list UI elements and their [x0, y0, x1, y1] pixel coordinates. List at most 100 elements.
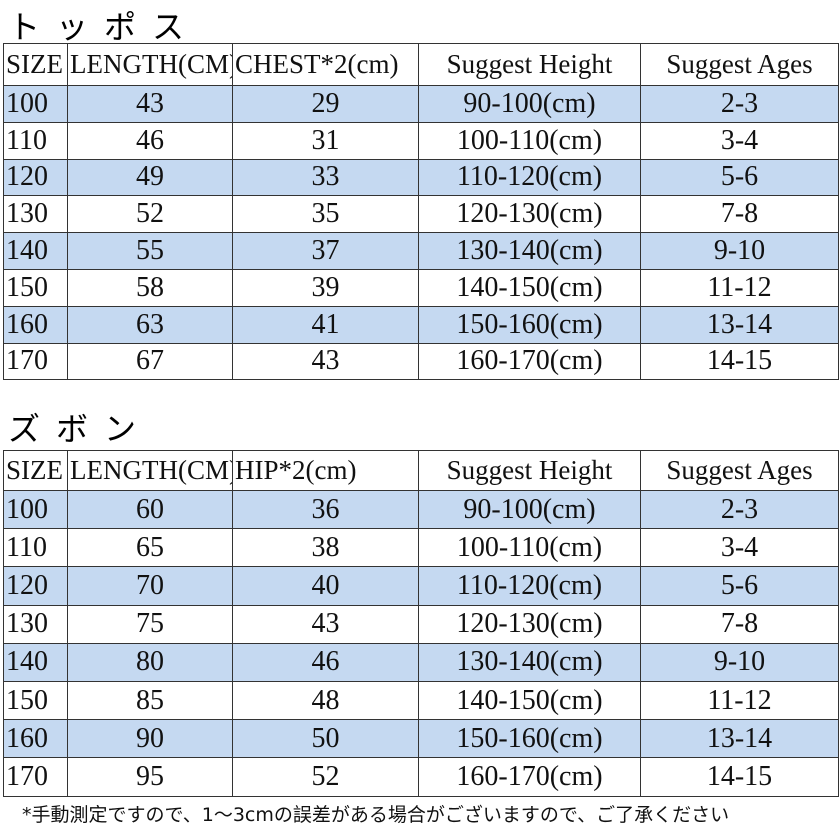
cell-suggest-ages: 14-15 [640, 757, 839, 797]
cell-suggest-ages: 7-8 [640, 604, 839, 644]
table-row: 160 90 50 150-160(cm) 13-14 [3, 719, 839, 759]
cell-suggest-ages: 7-8 [640, 195, 839, 234]
cell-size: 140 [3, 642, 68, 682]
cell-suggest-height: 110-120(cm) [418, 158, 641, 197]
pants-title: ズボン [8, 410, 153, 448]
header-chest-hip: HIP*2(cm) [232, 450, 419, 491]
cell-length: 75 [67, 604, 233, 644]
cell-suggest-height: 140-150(cm) [418, 268, 641, 307]
cell-size: 150 [3, 680, 68, 721]
cell-chest-hip: 36 [232, 489, 419, 530]
cell-suggest-height: 130-140(cm) [418, 642, 641, 682]
cell-suggest-height: 100-110(cm) [418, 121, 641, 160]
header-row: SIZE LENGTH(CM) CHEST*2(cm) Suggest Height S… [3, 43, 839, 86]
cell-length: 70 [67, 566, 233, 606]
cell-size: 100 [3, 489, 68, 530]
table-row: 120 49 33 110-120(cm) 5-6 [3, 158, 839, 197]
cell-size: 130 [3, 195, 68, 234]
cell-suggest-height: 120-130(cm) [418, 604, 641, 644]
cell-length: 90 [67, 719, 233, 759]
cell-suggest-ages: 2-3 [640, 489, 839, 530]
header-suggest-ages: Suggest Ages [640, 450, 839, 491]
cell-chest-hip: 40 [232, 566, 419, 606]
cell-size: 130 [3, 604, 68, 644]
cell-chest-hip: 29 [232, 85, 419, 123]
table-row: 140 80 46 130-140(cm) 9-10 [3, 642, 839, 682]
cell-suggest-ages: 3-4 [640, 121, 839, 160]
cell-suggest-ages: 13-14 [640, 305, 839, 344]
header-size: SIZE [3, 43, 68, 86]
cell-suggest-ages: 11-12 [640, 268, 839, 307]
cell-chest-hip: 37 [232, 232, 419, 270]
table-row: 100 60 36 90-100(cm) 2-3 [3, 489, 839, 530]
cell-suggest-ages: 9-10 [640, 642, 839, 682]
cell-suggest-ages: 11-12 [640, 680, 839, 721]
cell-suggest-height: 150-160(cm) [418, 305, 641, 344]
cell-suggest-ages: 14-15 [640, 342, 839, 381]
header-length: LENGTH(CM) [67, 450, 233, 491]
cell-chest-hip: 46 [232, 642, 419, 682]
cell-suggest-height: 150-160(cm) [418, 719, 641, 759]
table-row: 120 70 40 110-120(cm) 5-6 [3, 566, 839, 606]
cell-length: 67 [67, 342, 233, 381]
tops-size-table: SIZE LENGTH(CM) CHEST*2(cm) Suggest Height S… [3, 43, 839, 381]
cell-chest-hip: 41 [232, 305, 419, 344]
table-row: 140 55 37 130-140(cm) 9-10 [3, 232, 839, 270]
cell-suggest-height: 100-110(cm) [418, 528, 641, 568]
table-row: 130 52 35 120-130(cm) 7-8 [3, 195, 839, 234]
cell-suggest-height: 160-170(cm) [418, 757, 641, 797]
cell-length: 80 [67, 642, 233, 682]
cell-chest-hip: 52 [232, 757, 419, 797]
cell-suggest-height: 90-100(cm) [418, 489, 641, 530]
cell-length: 52 [67, 195, 233, 234]
table-row: 150 85 48 140-150(cm) 11-12 [3, 680, 839, 721]
cell-length: 85 [67, 680, 233, 721]
cell-suggest-ages: 5-6 [640, 158, 839, 197]
cell-length: 95 [67, 757, 233, 797]
table-row: 150 58 39 140-150(cm) 11-12 [3, 268, 839, 307]
cell-chest-hip: 43 [232, 342, 419, 381]
cell-size: 150 [3, 268, 68, 307]
cell-suggest-height: 90-100(cm) [418, 85, 641, 123]
pants-size-table: SIZE LENGTH(CM) HIP*2(cm) Suggest Height Sug… [3, 450, 839, 797]
cell-size: 120 [3, 566, 68, 606]
header-size: SIZE [3, 450, 68, 491]
cell-chest-hip: 33 [232, 158, 419, 197]
cell-suggest-ages: 2-3 [640, 85, 839, 123]
cell-size: 170 [3, 757, 68, 797]
cell-chest-hip: 31 [232, 121, 419, 160]
cell-size: 140 [3, 232, 68, 270]
cell-suggest-ages: 3-4 [640, 528, 839, 568]
cell-length: 46 [67, 121, 233, 160]
table-row: 110 46 31 100-110(cm) 3-4 [3, 121, 839, 160]
table-row: 130 75 43 120-130(cm) 7-8 [3, 604, 839, 644]
cell-size: 120 [3, 158, 68, 197]
table-row: 110 65 38 100-110(cm) 3-4 [3, 528, 839, 568]
cell-length: 65 [67, 528, 233, 568]
header-length: LENGTH(CM) [67, 43, 233, 86]
table-row: 170 95 52 160-170(cm) 14-15 [3, 757, 839, 797]
cell-size: 110 [3, 121, 68, 160]
cell-chest-hip: 50 [232, 719, 419, 759]
cell-chest-hip: 38 [232, 528, 419, 568]
cell-suggest-ages: 13-14 [640, 719, 839, 759]
cell-size: 160 [3, 719, 68, 759]
cell-chest-hip: 39 [232, 268, 419, 307]
cell-length: 43 [67, 85, 233, 123]
cell-size: 110 [3, 528, 68, 568]
cell-chest-hip: 35 [232, 195, 419, 234]
cell-length: 60 [67, 489, 233, 530]
cell-suggest-height: 130-140(cm) [418, 232, 641, 270]
header-suggest-ages: Suggest Ages [640, 43, 839, 86]
measurement-note: *手動測定ですので、1〜3cmの誤差がある場合がございますので、ご了承ください [22, 804, 730, 826]
cell-suggest-height: 140-150(cm) [418, 680, 641, 721]
cell-length: 58 [67, 268, 233, 307]
cell-chest-hip: 43 [232, 604, 419, 644]
header-suggest-height: Suggest Height [418, 43, 641, 86]
cell-size: 100 [3, 85, 68, 123]
cell-size: 160 [3, 305, 68, 344]
cell-chest-hip: 48 [232, 680, 419, 721]
cell-suggest-ages: 5-6 [640, 566, 839, 606]
table-row: 160 63 41 150-160(cm) 13-14 [3, 305, 839, 344]
cell-suggest-ages: 9-10 [640, 232, 839, 270]
